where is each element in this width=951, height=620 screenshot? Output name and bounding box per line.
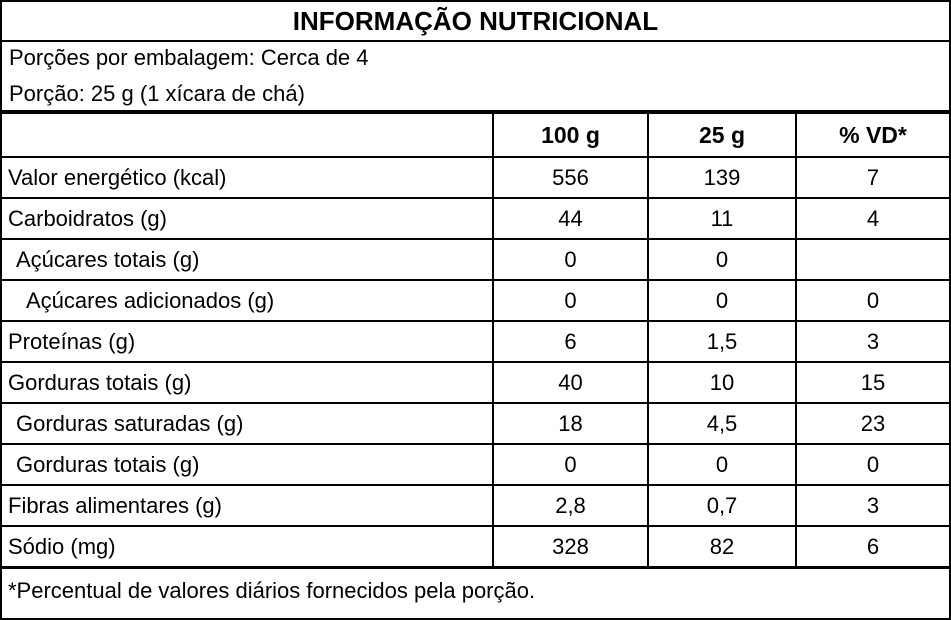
value-vd <box>795 240 949 279</box>
value-vd: 6 <box>795 527 949 566</box>
table-row-sodio: Sódio (mg) 328 82 6 <box>2 527 949 569</box>
nutrient-name: Açúcares totais (g) <box>16 246 200 272</box>
value-100g: 0 <box>492 281 647 320</box>
table-row-fibras-alimentares: Fibras alimentares (g) 2,8 0,7 3 <box>2 486 949 527</box>
table-row-valor-energetico: Valor energético (kcal) 556 139 7 <box>2 158 949 199</box>
value-vd: 3 <box>795 486 949 525</box>
table-row-acucares-adicionados: Açúcares adicionados (g) 0 0 0 <box>2 281 949 322</box>
value-vd: 3 <box>795 322 949 361</box>
value-100g: 6 <box>492 322 647 361</box>
label-title: INFORMAÇÃO NUTRICIONAL <box>292 5 659 36</box>
value-25g: 0 <box>647 240 795 279</box>
value-100g: 0 <box>492 445 647 484</box>
nutrient-name: Proteínas (g) <box>8 328 136 354</box>
value-25g: 139 <box>647 158 795 197</box>
table-row-carboidratos: Carboidratos (g) 44 11 4 <box>2 199 949 240</box>
value-vd: 0 <box>795 281 949 320</box>
table-row-gorduras-totais: Gorduras totais (g) 40 10 15 <box>2 363 949 404</box>
table-row-proteinas: Proteínas (g) 6 1,5 3 <box>2 322 949 363</box>
nutrient-name: Gorduras saturadas (g) <box>16 410 244 436</box>
serving-info-section: Porções por embalagem: Cerca de 4 Porção… <box>2 42 949 114</box>
value-25g: 0,7 <box>647 486 795 525</box>
nutrient-name: Fibras alimentares (g) <box>8 492 222 518</box>
header-per-100g: 100 g <box>492 114 647 156</box>
value-100g: 44 <box>492 199 647 238</box>
header-percent-vd: % VD* <box>795 114 949 156</box>
value-100g: 2,8 <box>492 486 647 525</box>
portion-size: Porção: 25 g (1 xícara de chá) <box>9 81 305 106</box>
value-25g: 4,5 <box>647 404 795 443</box>
value-25g: 1,5 <box>647 322 795 361</box>
value-25g: 0 <box>647 445 795 484</box>
value-25g: 0 <box>647 281 795 320</box>
value-100g: 556 <box>492 158 647 197</box>
nutrient-name: Carboidratos (g) <box>8 205 167 231</box>
nutrient-name: Gorduras totais (g) <box>8 369 192 395</box>
value-vd: 23 <box>795 404 949 443</box>
value-100g: 328 <box>492 527 647 566</box>
footnote-row: *Percentual de valores diários fornecido… <box>2 569 949 612</box>
value-25g: 11 <box>647 199 795 238</box>
value-100g: 40 <box>492 363 647 402</box>
value-vd: 0 <box>795 445 949 484</box>
table-row-gorduras-totais-2: Gorduras totais (g) 0 0 0 <box>2 445 949 486</box>
value-vd: 4 <box>795 199 949 238</box>
label-title-row: INFORMAÇÃO NUTRICIONAL <box>2 2 949 42</box>
table-header-row: 100 g 25 g % VD* <box>2 114 949 158</box>
value-vd: 7 <box>795 158 949 197</box>
table-row-acucares-totais: Açúcares totais (g) 0 0 <box>2 240 949 281</box>
servings-per-package: Porções por embalagem: Cerca de 4 <box>9 45 369 70</box>
value-25g: 82 <box>647 527 795 566</box>
nutrient-name: Sódio (mg) <box>8 533 116 559</box>
value-vd: 15 <box>795 363 949 402</box>
daily-value-footnote: *Percentual de valores diários fornecido… <box>8 577 536 603</box>
nutrient-name: Gorduras totais (g) <box>16 451 200 477</box>
value-100g: 0 <box>492 240 647 279</box>
header-per-25g: 25 g <box>647 114 795 156</box>
nutrient-name: Valor energético (kcal) <box>8 164 227 190</box>
nutrient-name: Açúcares adicionados (g) <box>26 287 275 313</box>
header-nutrient-blank <box>2 114 492 156</box>
value-100g: 18 <box>492 404 647 443</box>
table-row-gorduras-saturadas: Gorduras saturadas (g) 18 4,5 23 <box>2 404 949 445</box>
value-25g: 10 <box>647 363 795 402</box>
